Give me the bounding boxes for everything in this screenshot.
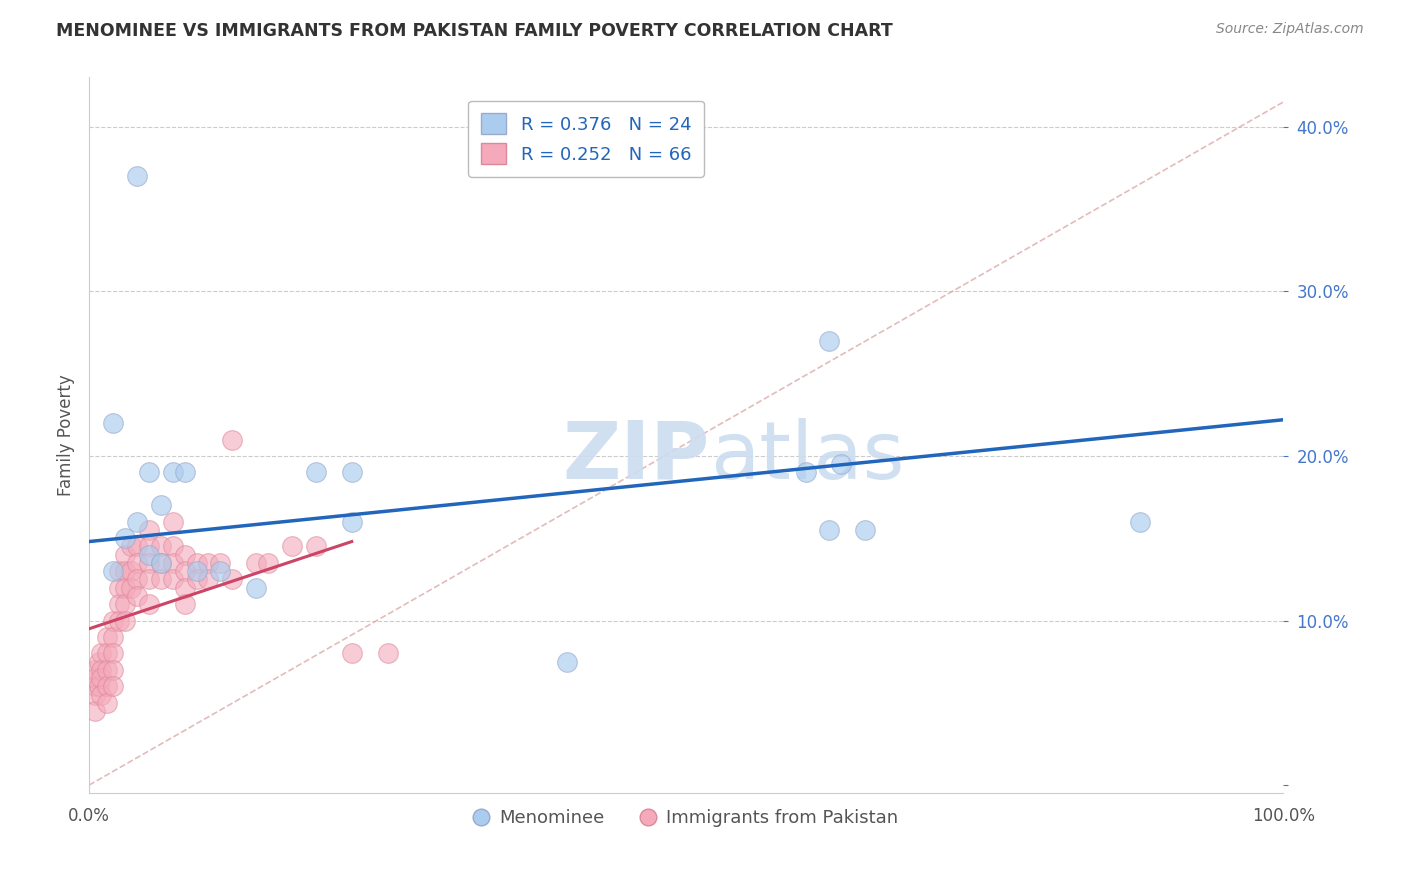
Point: [186, 564, 208, 578]
Point: [114, 564, 136, 578]
Point: [173, 548, 195, 562]
Point: [125, 589, 148, 603]
Point: [281, 540, 304, 554]
Point: [125, 515, 148, 529]
Point: [149, 499, 172, 513]
Point: [101, 647, 124, 661]
Point: [101, 663, 124, 677]
Point: [197, 573, 219, 587]
Point: [138, 548, 160, 562]
Point: [173, 466, 195, 480]
Point: [186, 573, 208, 587]
Point: [90, 647, 112, 661]
Point: [794, 466, 817, 480]
Legend: Menominee, Immigrants from Pakistan: Menominee, Immigrants from Pakistan: [467, 802, 905, 834]
Point: [138, 597, 160, 611]
Point: [149, 540, 172, 554]
Point: [1129, 515, 1152, 529]
Text: MENOMINEE VS IMMIGRANTS FROM PAKISTAN FAMILY POVERTY CORRELATION CHART: MENOMINEE VS IMMIGRANTS FROM PAKISTAN FA…: [56, 22, 893, 40]
Point: [108, 564, 131, 578]
Point: [257, 556, 280, 570]
Point: [305, 540, 328, 554]
Point: [101, 614, 124, 628]
Point: [555, 655, 578, 669]
Point: [340, 466, 363, 480]
Point: [101, 564, 124, 578]
Point: [830, 457, 852, 471]
Point: [96, 679, 118, 693]
Point: [173, 597, 195, 611]
Point: [90, 671, 112, 685]
Point: [125, 573, 148, 587]
Point: [90, 688, 112, 702]
Point: [818, 334, 841, 348]
Y-axis label: Family Poverty: Family Poverty: [58, 375, 75, 496]
Point: [108, 581, 131, 595]
Point: [96, 647, 118, 661]
Point: [96, 696, 118, 710]
Point: [245, 581, 267, 595]
Point: [84, 688, 107, 702]
Point: [138, 540, 160, 554]
Text: atlas: atlas: [710, 417, 904, 496]
Point: [149, 573, 172, 587]
Point: [173, 564, 195, 578]
Point: [114, 581, 136, 595]
Point: [162, 515, 184, 529]
Point: [114, 614, 136, 628]
Point: [96, 630, 118, 644]
Point: [84, 671, 107, 685]
Point: [149, 556, 172, 570]
Point: [114, 548, 136, 562]
Point: [197, 556, 219, 570]
Point: [101, 416, 124, 430]
Point: [87, 679, 110, 693]
Text: Source: ZipAtlas.com: Source: ZipAtlas.com: [1216, 22, 1364, 37]
Point: [125, 169, 148, 184]
Point: [138, 466, 160, 480]
Point: [221, 573, 243, 587]
Text: ZIP: ZIP: [562, 417, 710, 496]
Point: [149, 556, 172, 570]
Point: [114, 597, 136, 611]
Point: [245, 556, 267, 570]
Point: [162, 556, 184, 570]
Point: [96, 663, 118, 677]
Point: [162, 540, 184, 554]
Point: [173, 581, 195, 595]
Point: [221, 433, 243, 447]
Point: [114, 531, 136, 545]
Point: [162, 573, 184, 587]
Point: [138, 573, 160, 587]
Point: [101, 679, 124, 693]
Point: [84, 663, 107, 677]
Point: [138, 523, 160, 537]
Point: [138, 556, 160, 570]
Point: [108, 614, 131, 628]
Point: [186, 556, 208, 570]
Point: [125, 540, 148, 554]
Point: [101, 630, 124, 644]
Point: [84, 679, 107, 693]
Point: [120, 581, 142, 595]
Point: [125, 556, 148, 570]
Point: [120, 564, 142, 578]
Point: [340, 515, 363, 529]
Point: [853, 523, 876, 537]
Point: [120, 540, 142, 554]
Point: [340, 647, 363, 661]
Point: [90, 663, 112, 677]
Point: [162, 466, 184, 480]
Point: [108, 597, 131, 611]
Point: [87, 655, 110, 669]
Point: [209, 556, 232, 570]
Point: [377, 647, 399, 661]
Point: [818, 523, 841, 537]
Point: [84, 704, 107, 718]
Point: [305, 466, 328, 480]
Point: [209, 564, 232, 578]
